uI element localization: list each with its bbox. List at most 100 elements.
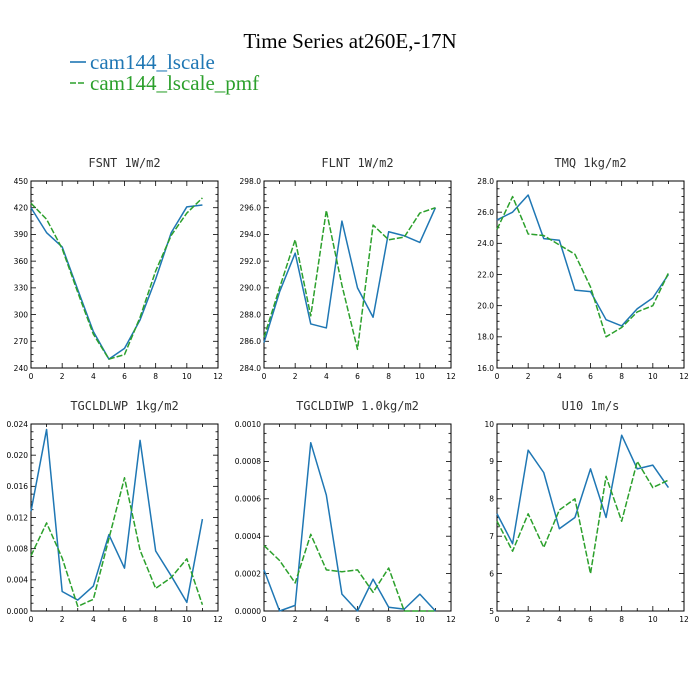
- x-tick-label: 2: [526, 615, 531, 624]
- x-tick-label: 12: [679, 615, 689, 624]
- series-line-lscale-pmf: [30, 197, 203, 360]
- x-tick-label: 6: [588, 615, 593, 624]
- y-tick-label: 18.0: [477, 333, 494, 342]
- y-tick-label: 0.0008: [235, 457, 261, 466]
- y-tick-label: 296.0: [240, 204, 262, 213]
- y-tick-label: 24.0: [477, 239, 494, 248]
- y-tick-label: 360: [14, 257, 29, 266]
- x-tick-label: 10: [415, 372, 425, 381]
- y-tick-label: 9: [489, 457, 494, 466]
- y-tick-label: 8: [489, 495, 494, 504]
- y-tick-label: 0.0010: [235, 420, 261, 429]
- y-tick-label: 240: [14, 364, 29, 373]
- x-tick-label: 8: [386, 615, 391, 624]
- x-tick-label: 0: [495, 615, 500, 624]
- y-tick-label: 330: [14, 284, 29, 293]
- y-tick-label: 420: [14, 204, 29, 213]
- y-tick-label: 0.012: [7, 513, 29, 522]
- x-tick-label: 6: [588, 372, 593, 381]
- y-tick-label: 288.0: [240, 310, 262, 319]
- y-tick-label: 450: [14, 177, 29, 186]
- y-tick-label: 0.000: [7, 607, 29, 616]
- x-tick-label: 2: [60, 615, 65, 624]
- series-line-lscale: [263, 207, 437, 343]
- series-line-lscale-pmf: [30, 477, 204, 608]
- y-tick-label: 28.0: [477, 177, 494, 186]
- x-tick-label: 10: [182, 372, 192, 381]
- x-tick-label: 4: [557, 372, 562, 381]
- y-tick-label: 300: [14, 310, 29, 319]
- x-tick-label: 10: [182, 615, 192, 624]
- subplot-panel: FLNT 1W/m2 0 2 4 6 8 10 12 284.0 286.0 288.0 290.0 2…: [240, 156, 456, 381]
- y-tick-label: 298.0: [240, 177, 262, 186]
- x-tick-label: 4: [91, 615, 96, 624]
- y-tick-label: 284.0: [240, 364, 262, 373]
- figure-title: Time Series at260E,-17N: [243, 29, 456, 53]
- series-line-lscale: [30, 428, 204, 604]
- series-line-lscale-pmf: [496, 195, 670, 338]
- x-tick-label: 2: [293, 372, 298, 381]
- subplot-title: TGCLDIWP 1.0kg/m2: [296, 399, 419, 413]
- y-tick-label: 0.004: [7, 576, 29, 585]
- x-tick-label: 2: [526, 372, 531, 381]
- x-tick-label: 0: [262, 372, 267, 381]
- x-tick-label: 12: [679, 372, 689, 381]
- y-tick-label: 0.0004: [235, 532, 261, 541]
- y-tick-label: 270: [14, 337, 29, 346]
- x-tick-label: 12: [213, 615, 223, 624]
- x-tick-label: 4: [324, 372, 329, 381]
- series-line-lscale: [496, 434, 670, 545]
- subplot-title: TMQ 1kg/m2: [554, 156, 626, 170]
- series-line-lscale-pmf: [263, 207, 436, 351]
- x-tick-label: 6: [355, 372, 360, 381]
- figure-legend: cam144_lscale cam144_lscale_pmf: [70, 50, 259, 95]
- y-tick-label: 7: [489, 532, 494, 541]
- y-tick-label: 292.0: [240, 257, 262, 266]
- subplot-panel: TGCLDIWP 1.0kg/m2 0 2 4 6 8 10 12 0.0000 0.0002 0.…: [235, 399, 456, 624]
- x-tick-label: 4: [557, 615, 562, 624]
- series-line-lscale-pmf: [496, 460, 669, 575]
- y-tick-label: 290.0: [240, 284, 262, 293]
- legend-entry: cam144_lscale: [70, 50, 215, 74]
- y-tick-label: 0.020: [7, 451, 29, 460]
- y-tick-label: 6: [489, 569, 494, 578]
- x-tick-label: 0: [495, 372, 500, 381]
- x-tick-label: 8: [619, 615, 624, 624]
- y-tick-label: 390: [14, 230, 29, 239]
- y-tick-label: 0.0006: [235, 495, 261, 504]
- y-tick-label: 0.0002: [235, 569, 261, 578]
- x-tick-label: 8: [386, 372, 391, 381]
- subplot-grid: FSNT 1W/m20 2 4 6 8 10 12240270300330360390420…: [7, 156, 689, 624]
- subplot-panel: TGCLDLWP 1kg/m2 0 2 4 6 8 10 12 0.000 0.004 0.008 0…: [7, 399, 223, 624]
- y-tick-label: 0.008: [7, 544, 29, 553]
- subplot-panel: TMQ 1kg/m2 0 2 4 6 8 10 12 16.0 18.0 20.0 22.0 24.0 2…: [477, 156, 689, 381]
- series-line-lscale-pmf: [263, 533, 436, 612]
- x-tick-label: 2: [293, 615, 298, 624]
- x-tick-label: 8: [153, 372, 158, 381]
- x-tick-label: 12: [213, 372, 223, 381]
- x-tick-label: 0: [29, 372, 34, 381]
- y-tick-label: 0.024: [7, 420, 29, 429]
- x-tick-label: 6: [122, 372, 127, 381]
- x-tick-label: 10: [648, 372, 658, 381]
- subplot-panel: U10 1m/s 0 2 4 6 8 10 12 5 6 7 8 9 10: [484, 399, 689, 624]
- legend-entry: cam144_lscale_pmf: [70, 71, 259, 95]
- legend-label: cam144_lscale: [90, 50, 215, 74]
- subplot-panel: FSNT 1W/m2 0 2 4 6 8 10 12 240 270 300 330 360 390 420…: [14, 156, 223, 381]
- y-tick-label: 22.0: [477, 270, 494, 279]
- x-tick-label: 8: [153, 615, 158, 624]
- subplot-title: U10 1m/s: [562, 399, 620, 413]
- x-tick-label: 6: [122, 615, 127, 624]
- legend-label: cam144_lscale_pmf: [90, 71, 259, 95]
- y-tick-label: 5: [489, 607, 494, 616]
- y-tick-label: 286.0: [240, 337, 262, 346]
- y-tick-label: 10: [484, 420, 494, 429]
- y-tick-label: 0.0000: [235, 607, 261, 616]
- x-tick-label: 10: [415, 615, 425, 624]
- series-line-lscale: [496, 194, 670, 327]
- subplot-title: FLNT 1W/m2: [321, 156, 393, 170]
- x-tick-label: 0: [262, 615, 267, 624]
- x-tick-label: 12: [446, 372, 456, 381]
